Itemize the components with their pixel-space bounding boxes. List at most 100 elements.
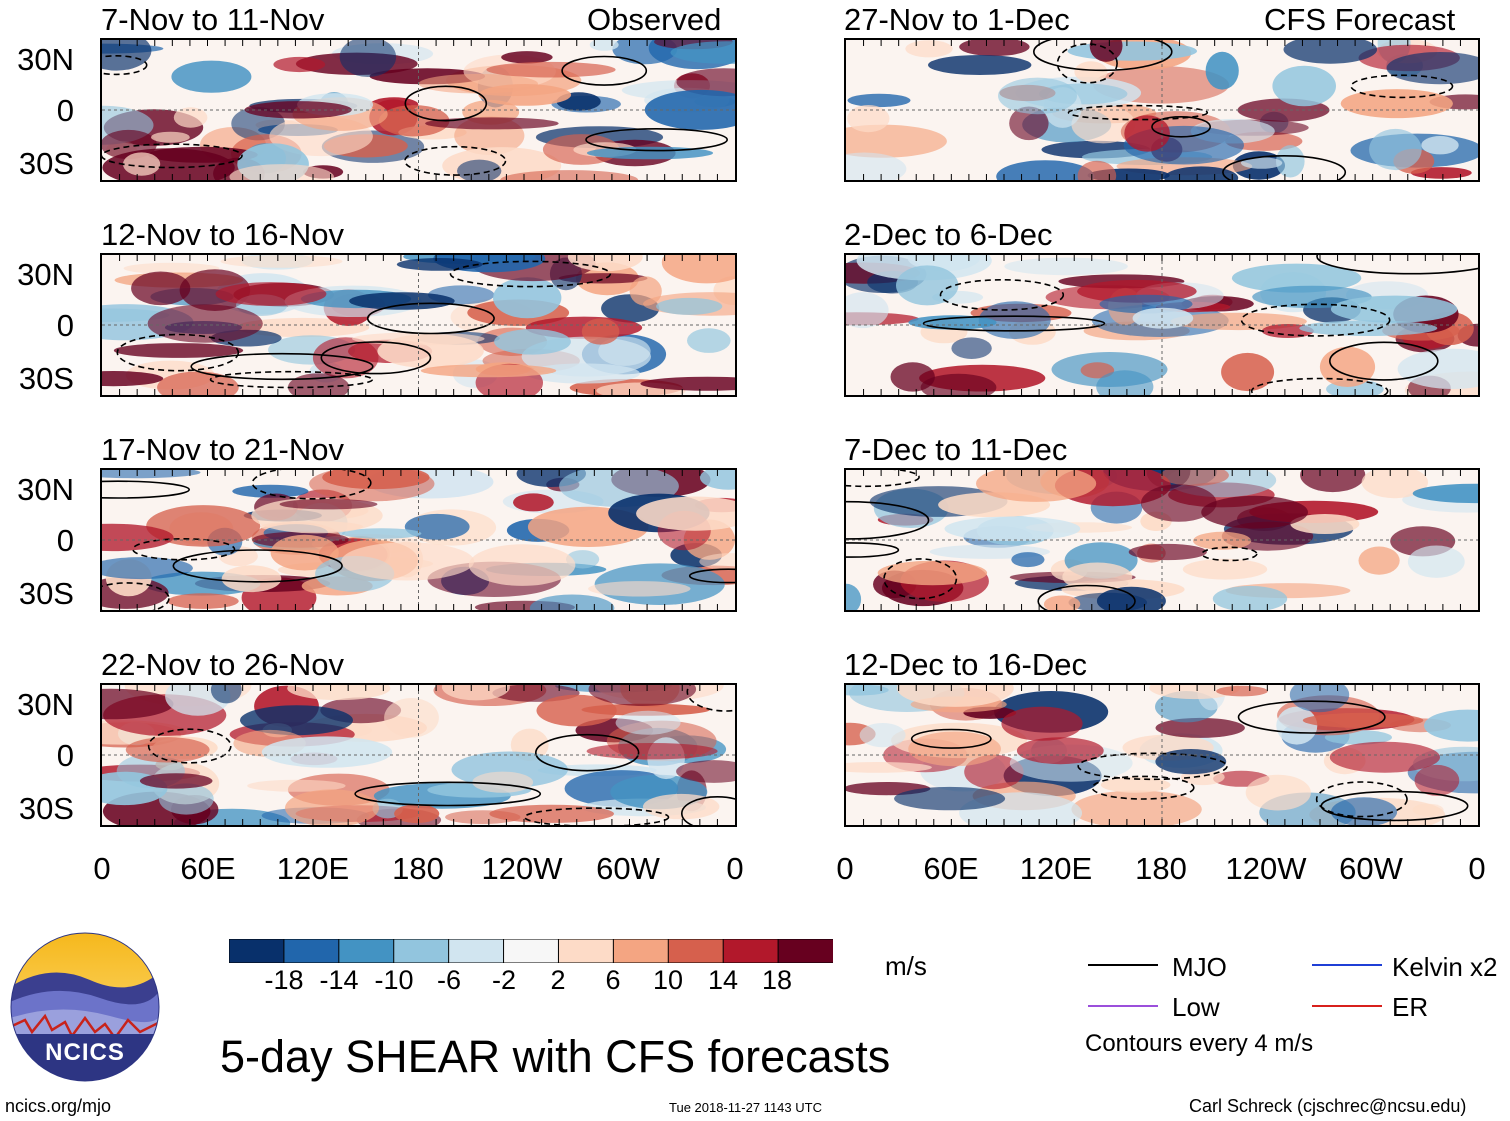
shear-blob (151, 131, 190, 143)
mjo-contour (102, 480, 190, 499)
mjo-contour (1151, 116, 1212, 138)
lon-label-60w: 60W (1339, 851, 1403, 886)
mjo-contour (1033, 40, 1173, 72)
shear-blob (158, 783, 214, 815)
mjo-contour (681, 796, 735, 825)
shear-blob (670, 41, 735, 64)
colorbar-bin (283, 939, 340, 963)
shear-blob (676, 68, 735, 97)
panel-title-obs-4: 22-Nov to 26-Nov (101, 647, 344, 682)
shear-blob (1276, 706, 1318, 745)
shear-blob (928, 55, 1032, 75)
shear-blob (247, 779, 346, 792)
map-panel-obs-4 (100, 683, 737, 827)
shear-blob (846, 292, 889, 329)
mjo-contour (1237, 700, 1386, 734)
mjo-contour (1201, 546, 1258, 562)
shear-blob (131, 271, 191, 306)
shear-blob (489, 804, 614, 823)
mjo-contour (209, 370, 374, 389)
shear-blob (1283, 40, 1378, 64)
shear-field (102, 255, 735, 395)
shear-blob (1412, 483, 1478, 504)
chart-title: 5-day SHEAR with CFS forecasts (220, 1031, 891, 1082)
mjo-contour (535, 733, 640, 772)
mjo-contour (102, 55, 148, 76)
shear-blob (1329, 741, 1440, 773)
shear-blob (102, 371, 164, 387)
shear-field (846, 40, 1478, 180)
shear-blob (1071, 105, 1136, 144)
legend-label-er: ER (1392, 992, 1429, 1022)
panel-title-fc-4: 12-Dec to 16-Dec (844, 647, 1087, 682)
shear-blob (529, 594, 615, 610)
panel-title-fc-1: 27-Nov to 1-Dec (844, 2, 1070, 37)
colorbar-bin (667, 939, 725, 963)
shear-blob (615, 710, 681, 735)
shear-blob (1155, 717, 1245, 738)
shear-blob (1407, 545, 1465, 578)
shear-blob (897, 685, 1014, 707)
shear-blob (102, 688, 174, 720)
shear-blob (1414, 764, 1460, 796)
lon-label-0: 0 (93, 851, 111, 886)
colorbar-tick: -18 (264, 965, 304, 995)
shear-blob (636, 496, 735, 531)
shear-blob (1096, 370, 1154, 395)
shear-blob (1132, 307, 1194, 329)
legend-label-kelvin: Kelvin x2 (1392, 952, 1498, 982)
map-panel-obs-3 (100, 468, 737, 612)
shear-blob (468, 544, 576, 586)
lat-label-30n: 30N (17, 42, 74, 77)
mjo-contour (102, 582, 170, 610)
shear-blob (908, 731, 1001, 767)
shear-blob (1340, 89, 1453, 119)
shear-blob (877, 560, 988, 586)
shear-blob (1276, 145, 1305, 178)
colorbar-tick: 2 (550, 965, 566, 995)
lon-label-60e: 60E (180, 851, 236, 886)
shear-blob (890, 362, 935, 392)
shear-blob (1424, 709, 1478, 742)
mjo-contour (1250, 377, 1389, 395)
shear-blob (1089, 40, 1123, 62)
lat-label-eq: 0 (56, 523, 74, 558)
shear-blob (500, 170, 639, 180)
shear-blob (1009, 106, 1049, 141)
colorbar (229, 939, 833, 963)
mjo-contour (172, 549, 343, 583)
shear-blob (588, 685, 697, 706)
shear-blob (309, 470, 435, 502)
shear-blob (493, 277, 562, 319)
mjo-contour (251, 470, 372, 500)
shear-blob (1272, 65, 1336, 107)
shear-blob (1124, 115, 1170, 152)
site-link[interactable]: ncics.org/mjo (5, 1096, 112, 1116)
shear-blob (102, 470, 201, 479)
logo-text: NCICS (45, 1039, 125, 1066)
mjo-contour (404, 85, 488, 122)
mjo-contour (1350, 74, 1454, 99)
observed-label: Observed (587, 2, 722, 37)
contour-note: Contours every 4 m/s (1085, 1030, 1314, 1057)
mjo-contour (585, 127, 728, 152)
units-label: m/s (885, 951, 927, 981)
mjo-contour (116, 333, 240, 372)
lon-label-120w: 120W (481, 851, 563, 886)
lon-label-180: 180 (1135, 851, 1187, 886)
shear-blob (1245, 774, 1311, 811)
shear-blob (846, 152, 907, 180)
shear-blob (273, 56, 326, 73)
shear-blob (846, 124, 947, 158)
shear-blob (229, 164, 334, 180)
panel-title-obs-1: 7-Nov to 11-Nov (101, 2, 325, 37)
shear-blob (102, 557, 193, 580)
shear-blob (384, 698, 439, 738)
forecast-label: CFS Forecast (1264, 2, 1456, 37)
mjo-contour (1091, 775, 1195, 800)
mjo-contour (147, 728, 232, 764)
mjo-contour (132, 538, 236, 561)
lon-label-0: 0 (836, 851, 854, 886)
lat-label-30s: 30S (18, 791, 74, 826)
shear-blob (1300, 470, 1366, 493)
